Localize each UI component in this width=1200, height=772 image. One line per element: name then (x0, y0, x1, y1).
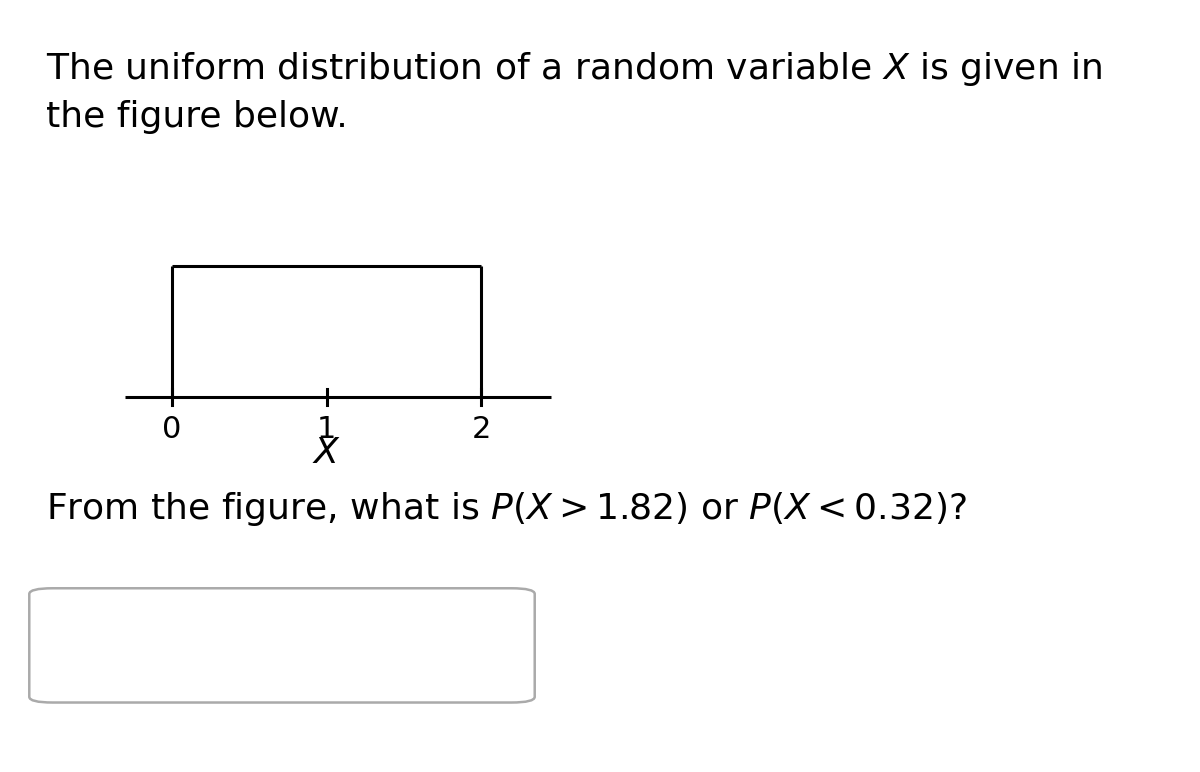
Text: $X$: $X$ (312, 436, 341, 470)
FancyBboxPatch shape (29, 588, 535, 703)
Text: the figure below.: the figure below. (46, 100, 347, 134)
Text: The uniform distribution of a random variable $X$ is given in: The uniform distribution of a random var… (46, 50, 1102, 88)
Text: 1: 1 (317, 415, 336, 444)
Text: 0: 0 (162, 415, 181, 444)
Text: From the figure, what is $P(X > 1.82)$ or $P(X < 0.32)$?: From the figure, what is $P(X > 1.82)$ o… (46, 490, 966, 528)
Text: 2: 2 (472, 415, 491, 444)
